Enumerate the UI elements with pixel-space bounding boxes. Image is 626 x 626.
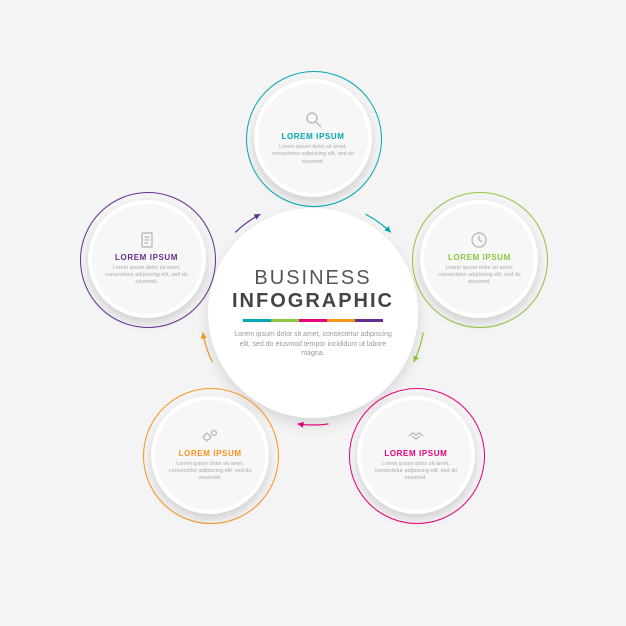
center-hub: BUSINESS INFOGRAPHIC Lorem ipsum dolor s…: [208, 208, 418, 418]
cycle-arrowhead-0: [384, 226, 390, 232]
infographic-stage: BUSINESS INFOGRAPHIC Lorem ipsum dolor s…: [0, 0, 626, 626]
hub-title: BUSINESS INFOGRAPHIC: [232, 267, 394, 313]
search-icon: [304, 110, 322, 128]
hub-body: Lorem ipsum dolor sit amet, consectetur …: [233, 330, 393, 358]
cycle-node-3: LOREM IPSUM Lorem ipsum dolor sit amet, c…: [151, 396, 269, 514]
node-title-4: LOREM IPSUM: [115, 253, 178, 262]
cycle-arrowhead-3: [201, 332, 207, 338]
node-body-3: Lorem ipsum dolor sit amet, consectetur …: [167, 461, 253, 482]
hub-title-line1: BUSINESS: [254, 267, 371, 289]
node-body-4: Lorem ipsum dolor sit amet, consectetur …: [104, 265, 190, 286]
node-title-1: LOREM IPSUM: [448, 253, 511, 262]
cycle-node-4: LOREM IPSUM Lorem ipsum dolor sit amet, c…: [88, 200, 206, 318]
cycle-arrowhead-1: [414, 355, 419, 362]
cycle-arrowhead-4: [254, 214, 261, 219]
handshake-icon: [407, 427, 425, 445]
node-title-2: LOREM IPSUM: [384, 449, 447, 458]
cycle-node-0: LOREM IPSUM Lorem ipsum dolor sit amet, c…: [254, 79, 372, 197]
node-title-3: LOREM IPSUM: [179, 449, 242, 458]
node-title-0: LOREM IPSUM: [281, 132, 344, 141]
hub-underline: [243, 319, 383, 322]
cycle-arrowhead-2: [297, 422, 303, 428]
node-body-1: Lorem ipsum dolor sit amet, consectetur …: [436, 265, 522, 286]
node-body-2: Lorem ipsum dolor sit amet, consectetur …: [373, 461, 459, 482]
cycle-node-1: LOREM IPSUM Lorem ipsum dolor sit amet, c…: [420, 200, 538, 318]
doc-icon: [138, 231, 156, 249]
clock-icon: [470, 231, 488, 249]
hub-title-line2: INFOGRAPHIC: [232, 290, 394, 313]
node-body-0: Lorem ipsum dolor sit amet, consectetur …: [270, 144, 356, 165]
cycle-arc-2: [297, 424, 328, 425]
cycle-node-2: LOREM IPSUM Lorem ipsum dolor sit amet, c…: [357, 396, 475, 514]
gears-icon: [201, 427, 219, 445]
